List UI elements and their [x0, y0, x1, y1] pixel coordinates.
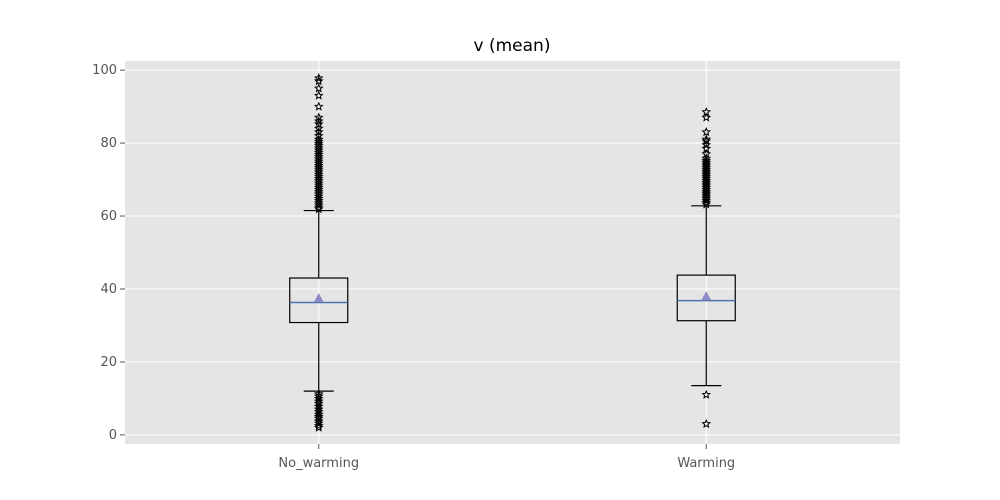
outlier-point: [313, 134, 324, 144]
mean-marker: [313, 293, 324, 303]
outlier-point: [313, 203, 324, 214]
outlier-point: [313, 90, 324, 100]
y-tick-label: 40: [100, 282, 117, 297]
outlier-point: [313, 391, 324, 401]
outlier-point: [701, 175, 712, 185]
outlier-point: [701, 190, 712, 200]
outlier-point: [701, 181, 712, 191]
outlier-point: [313, 112, 324, 122]
outlier-point: [313, 75, 324, 86]
iqr-box: [676, 274, 736, 322]
outlier-point: [313, 83, 324, 93]
outlier-point: [701, 112, 712, 122]
outlier-point: [701, 197, 712, 207]
outlier-point: [701, 191, 712, 202]
outlier-point: [701, 186, 712, 196]
x-axis: No_warming Warming: [278, 444, 735, 471]
outlier-point: [701, 188, 712, 198]
chart-title: v (mean): [474, 36, 551, 56]
grid-lines: [125, 61, 900, 444]
outlier-point: [701, 127, 712, 137]
outlier-point: [701, 389, 712, 399]
outlier-point: [313, 388, 324, 399]
outlier-point: [701, 418, 712, 429]
iqr-box: [289, 277, 349, 324]
y-axis: 0 20 40 60 80 100: [92, 63, 125, 443]
y-tick-label: 100: [92, 63, 117, 78]
outlier-point: [701, 182, 712, 193]
outlier-point: [701, 193, 712, 204]
outlier-point: [313, 119, 324, 129]
outlier-point: [701, 160, 712, 171]
x-tick-label: Warming: [677, 456, 735, 471]
y-tick-label: 0: [109, 428, 117, 443]
outlier-point: [701, 184, 712, 194]
y-tick-label: 20: [100, 355, 117, 370]
outlier-point: [701, 171, 712, 182]
y-tick-label: 80: [100, 136, 117, 151]
outlier-point: [701, 199, 712, 209]
outlier-point: [701, 134, 712, 144]
outlier-point: [701, 164, 712, 174]
outlier-point: [313, 136, 324, 146]
y-tick-label: 60: [100, 209, 117, 224]
outlier-point: [701, 170, 712, 180]
outlier-point: [701, 155, 712, 165]
outlier-point: [313, 404, 324, 414]
outlier-point: [701, 168, 712, 178]
outlier-point: [701, 106, 712, 117]
box-group-warming: [676, 106, 736, 429]
x-tick-label: No_warming: [278, 456, 359, 471]
outlier-point: [701, 179, 712, 189]
outlier-point: [313, 127, 324, 137]
boxes: [289, 73, 736, 432]
outlier-point: [313, 73, 324, 83]
outlier-point: [701, 136, 712, 146]
outlier-point: [313, 413, 324, 423]
outlier-point: [313, 130, 324, 140]
outlier-point: [313, 116, 324, 126]
outlier-point: [701, 143, 712, 153]
outlier-point: [701, 148, 712, 159]
outlier-point: [313, 406, 324, 417]
outlier-point: [701, 166, 712, 176]
outlier-point: [701, 162, 712, 172]
outlier-point: [701, 173, 712, 183]
outlier-point: [701, 159, 712, 169]
box-group-no-warming: [289, 73, 349, 432]
outlier-point: [701, 139, 712, 150]
outlier-point: [701, 195, 712, 205]
outlier-point: [313, 101, 324, 111]
mean-marker: [701, 291, 712, 301]
plot-area: [125, 61, 900, 444]
outlier-point: [701, 157, 712, 167]
outlier-point: [701, 177, 712, 187]
